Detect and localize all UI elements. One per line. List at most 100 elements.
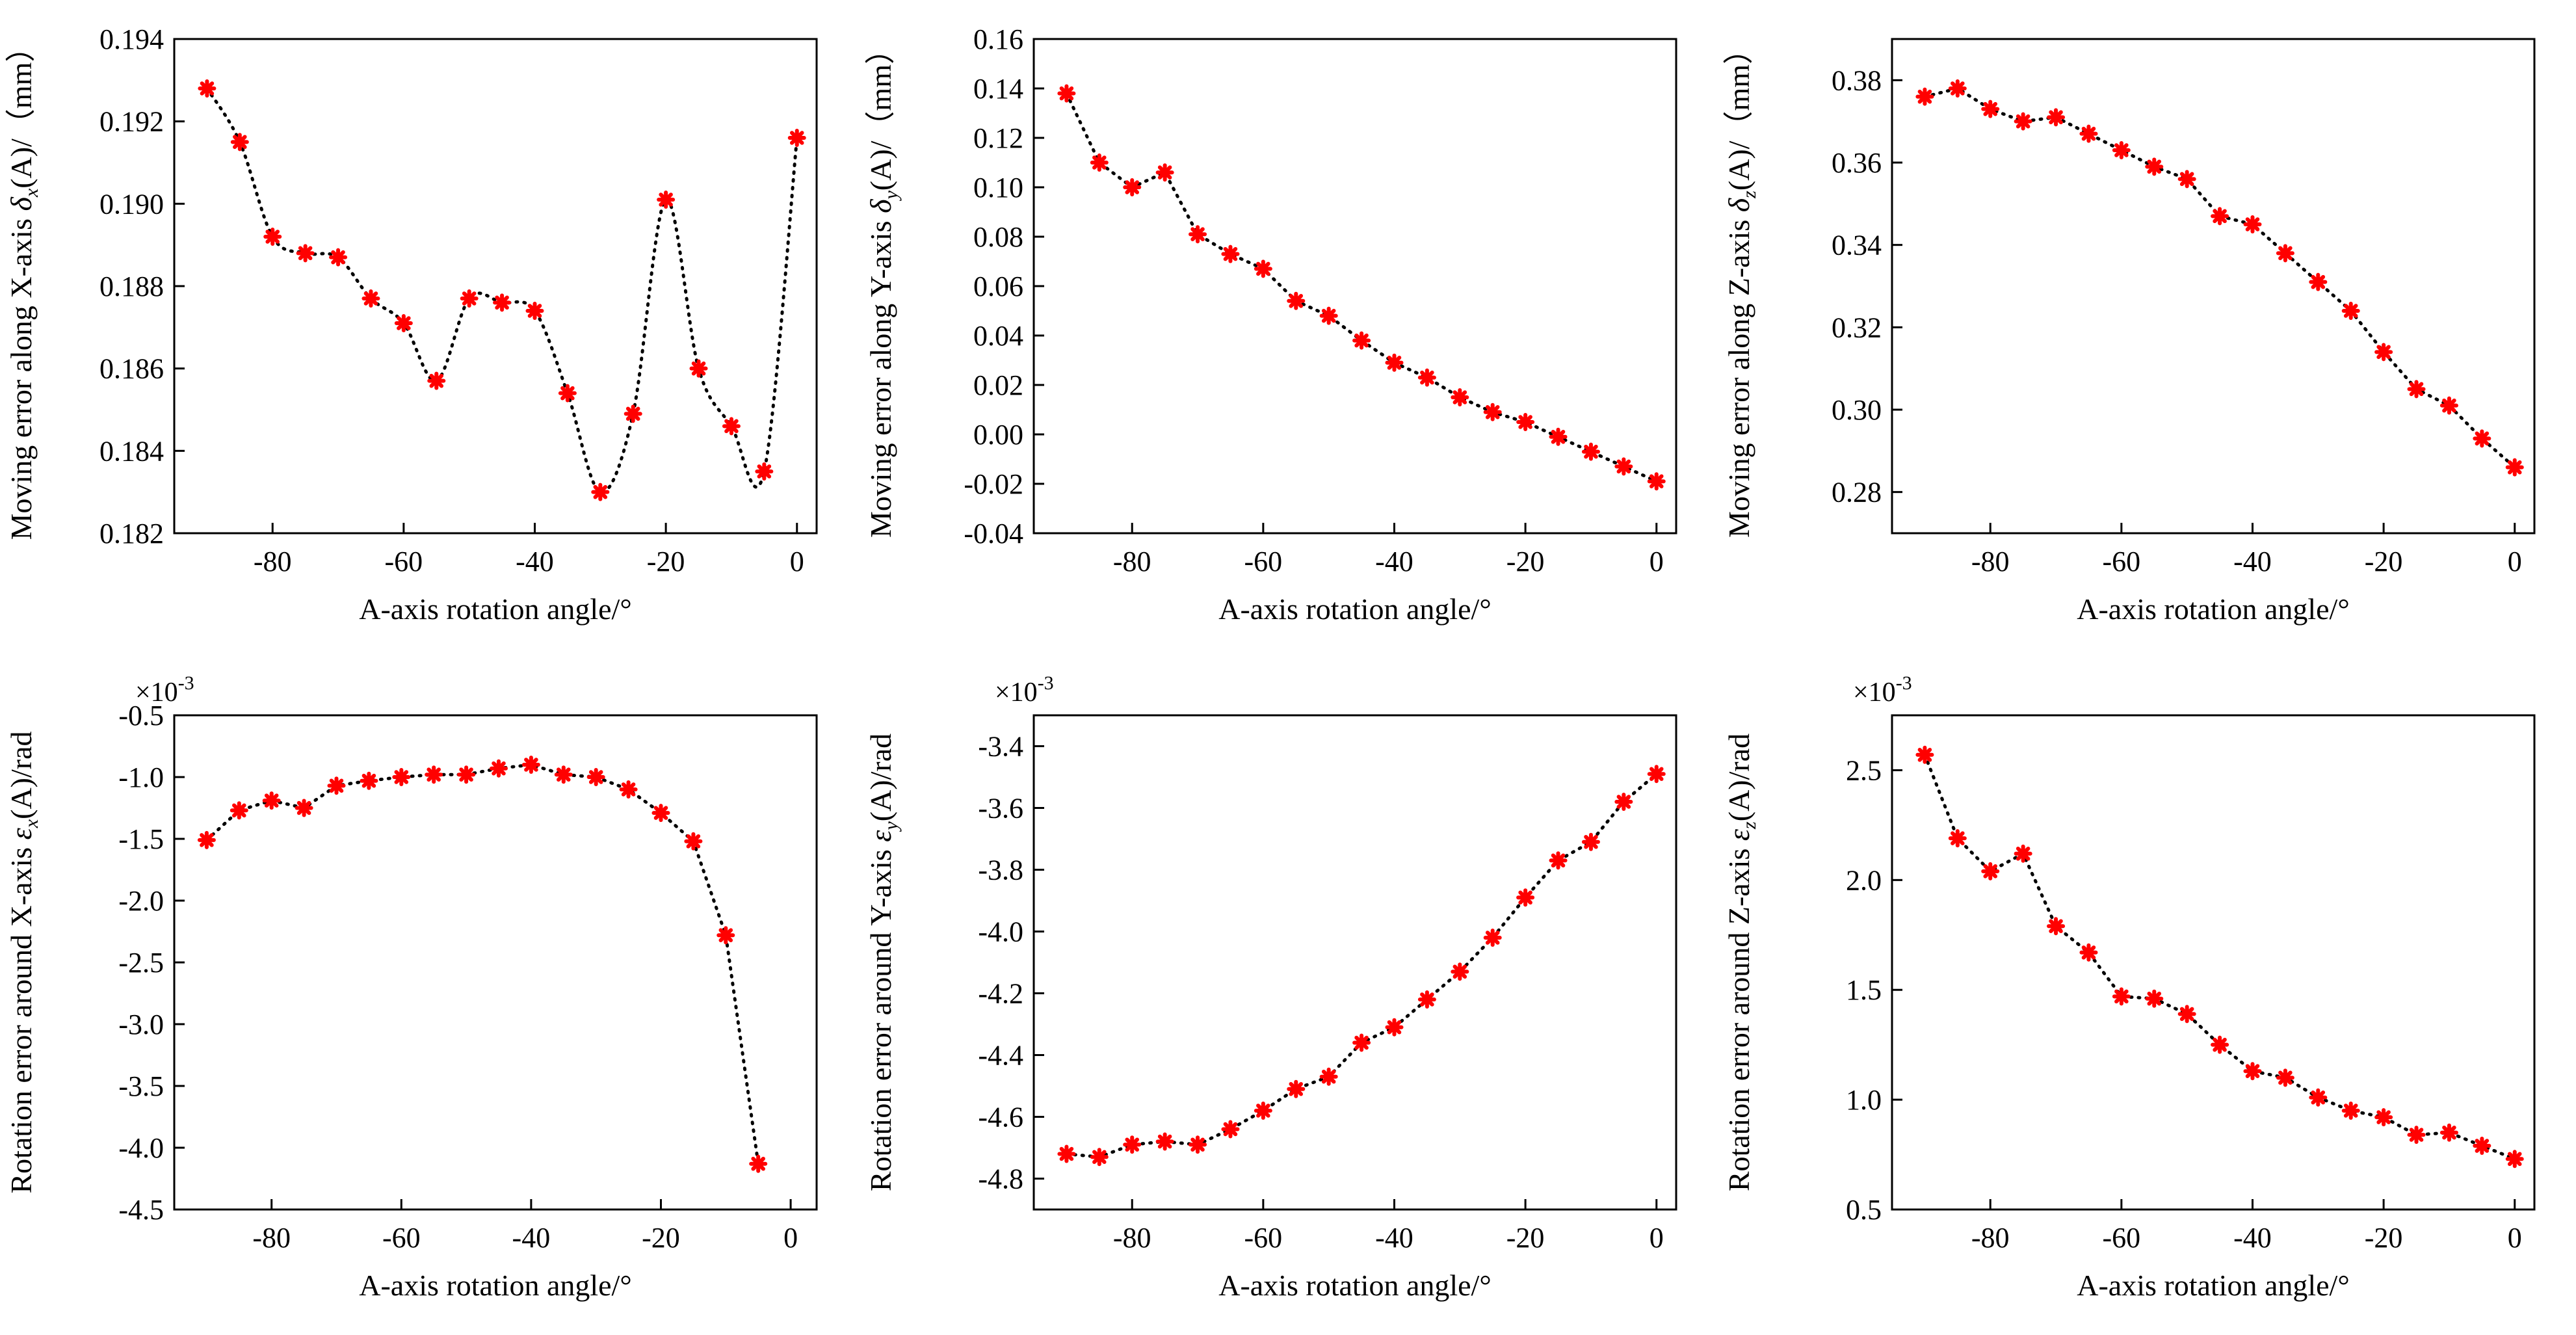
plot-frame bbox=[173, 714, 818, 1211]
data-point bbox=[1057, 84, 1076, 103]
x-axis-label: A-axis rotation angle/° bbox=[1218, 1269, 1492, 1302]
x-tick-label: -40 bbox=[516, 546, 554, 577]
chart-panel-top-left: -80 -60 -40 -20 0 0.182 0.184 0.186 0.188 0.190 0.… bbox=[5, 23, 818, 626]
data-point bbox=[2112, 987, 2131, 1006]
x-tick-label: 0 bbox=[783, 1222, 798, 1254]
y-tick-label: 0.06 bbox=[973, 271, 1023, 302]
data-point bbox=[1614, 793, 1633, 811]
x-axis-label: A-axis rotation angle/° bbox=[359, 592, 632, 626]
data-point bbox=[689, 359, 708, 378]
y-tick-label: 0.194 bbox=[99, 23, 164, 55]
x-tick-label: -80 bbox=[254, 546, 292, 577]
data-point bbox=[2211, 207, 2229, 226]
x-tick-label: -20 bbox=[2365, 1222, 2403, 1254]
chart-panel-bottom-middle: -80 -60 -40 -20 0 -4.8 -4.6 -4.4 -4.2 -4.0 -3.8 -3.… bbox=[864, 672, 1677, 1302]
data-point bbox=[197, 830, 216, 849]
x-tick-label: -80 bbox=[1113, 1222, 1151, 1254]
x-tick-label: -80 bbox=[1971, 1222, 2010, 1254]
plot-frame bbox=[1891, 38, 2536, 535]
data-point bbox=[2243, 215, 2262, 233]
y-tick-label: 0.188 bbox=[99, 271, 164, 302]
data-point bbox=[1254, 259, 1272, 278]
fit-curve bbox=[1064, 772, 1659, 1159]
data-point bbox=[1287, 291, 1306, 310]
data-point bbox=[2211, 1035, 2229, 1054]
x-tick-label: 0 bbox=[1649, 1222, 1664, 1254]
x-tick-label: -20 bbox=[647, 546, 685, 577]
y-tick-label: -4.8 bbox=[978, 1163, 1023, 1195]
y-tick-label: -0.5 bbox=[118, 700, 164, 732]
y-tick-label: 0.10 bbox=[973, 172, 1023, 204]
data-point bbox=[684, 832, 703, 851]
x-tick-label: -20 bbox=[1506, 1222, 1545, 1254]
data-point bbox=[1915, 87, 1934, 106]
data-point bbox=[722, 417, 741, 436]
y-tick-label: 0.14 bbox=[973, 73, 1023, 105]
data-point bbox=[1254, 1102, 1272, 1120]
plot-frame bbox=[1891, 714, 2536, 1211]
data-point bbox=[457, 765, 476, 784]
data-point bbox=[1948, 79, 1967, 98]
y-tick-label: 0.182 bbox=[99, 518, 164, 549]
data-point bbox=[1319, 306, 1338, 325]
y-tick-label: -4.4 bbox=[978, 1040, 1023, 1072]
x-tick-label: -40 bbox=[1375, 1222, 1413, 1254]
data-point bbox=[1155, 1132, 1174, 1151]
fit-curve bbox=[1064, 92, 1659, 483]
data-point bbox=[716, 926, 735, 945]
axis-multiplier-label: ×10-3 bbox=[995, 672, 1054, 707]
data-point bbox=[1516, 413, 1535, 431]
y-tick-label: 0.32 bbox=[1832, 311, 1882, 343]
plot-frame bbox=[1032, 714, 1677, 1211]
data-point bbox=[1516, 888, 1535, 907]
data-point bbox=[1189, 1135, 1207, 1154]
data-point bbox=[394, 314, 413, 332]
data-point bbox=[1057, 1144, 1076, 1163]
data-point bbox=[619, 780, 638, 799]
data-point bbox=[493, 293, 512, 312]
y-tick-label: 0.16 bbox=[973, 23, 1023, 55]
data-point bbox=[1451, 962, 1469, 981]
data-point bbox=[1385, 353, 1404, 372]
y-axis-label: Rotation error around X-axis εx(A)/rad bbox=[5, 731, 42, 1193]
data-point bbox=[425, 765, 443, 784]
y-tick-label: -2.5 bbox=[118, 947, 164, 979]
y-tick-label: -1.0 bbox=[118, 761, 164, 793]
x-tick-label: -20 bbox=[1506, 546, 1545, 577]
data-point bbox=[2177, 1005, 2196, 1024]
data-point bbox=[1385, 1018, 1404, 1037]
data-point bbox=[1123, 178, 1142, 196]
data-point bbox=[295, 799, 313, 817]
data-point bbox=[1417, 990, 1436, 1009]
data-point bbox=[1981, 862, 2000, 880]
data-point bbox=[2374, 1108, 2393, 1127]
y-tick-label: -3.5 bbox=[118, 1070, 164, 1102]
plot-frame bbox=[1032, 38, 1677, 535]
data-point bbox=[1451, 388, 1469, 406]
data-point bbox=[2047, 917, 2066, 936]
data-point bbox=[1581, 442, 1600, 461]
y-tick-label: 0.192 bbox=[99, 106, 164, 138]
data-point bbox=[755, 462, 774, 481]
data-point bbox=[2047, 108, 2066, 127]
x-tick-label: -40 bbox=[2233, 546, 2272, 577]
data-point bbox=[554, 765, 573, 784]
data-point bbox=[1221, 1120, 1240, 1139]
axis-multiplier-label: ×10-3 bbox=[1853, 672, 1912, 707]
y-tick-label: -2.0 bbox=[118, 885, 164, 917]
fit-curve bbox=[205, 763, 760, 1166]
y-tick-label: -4.2 bbox=[978, 978, 1023, 1010]
data-point bbox=[1221, 245, 1240, 263]
data-point bbox=[2079, 124, 2098, 143]
chart-panel-bottom-left: -80 -60 -40 -20 0 -4.5 -4.0 -3.5 -3.0 -2.5 -2.0 -1.… bbox=[5, 672, 818, 1302]
x-tick-label: -80 bbox=[1971, 546, 2010, 577]
data-point bbox=[427, 371, 446, 390]
data-point bbox=[1352, 331, 1371, 350]
data-point bbox=[2145, 989, 2164, 1008]
y-tick-label: 0.00 bbox=[973, 419, 1023, 451]
y-tick-label: -4.0 bbox=[978, 916, 1023, 948]
data-point bbox=[1948, 829, 1967, 848]
data-point bbox=[558, 384, 577, 403]
data-point bbox=[2505, 458, 2524, 477]
y-tick-label: -3.6 bbox=[978, 793, 1023, 825]
